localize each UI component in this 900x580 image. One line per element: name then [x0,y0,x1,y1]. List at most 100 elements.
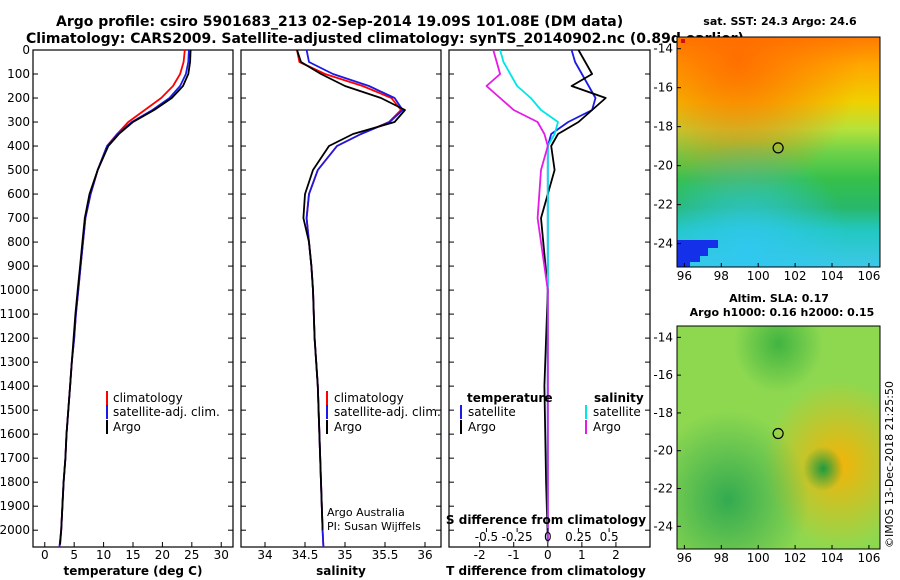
salinity-difference-ticks: -0.5 -0.25 0 0.25 0.5 [475,528,619,544]
pressure-tick-label: 1500 [0,403,30,417]
map-latitude-label: -20 [653,159,673,173]
0-x-tick-label: 25 [184,548,199,562]
salinity-x-axis: 34 34.5 35 35.5 36 [257,542,433,562]
salinity-x-label: salinity [316,564,366,578]
pressure-tick-label: 500 [7,163,30,177]
credit-line-1: Argo Australia [327,506,405,519]
imos-timestamp: ©IMOS 13-Dec-2018 21:25:50 [883,381,896,548]
temperature-series [58,50,192,547]
temperature-x-axis: 0 5 10 15 20 25 30 [41,542,229,562]
legend-label-s-satellite: satellite [593,405,641,419]
map-longitude-label: 100 [747,269,770,283]
map-latitude-label: -16 [653,368,673,382]
2-x-tick-label: 0 [544,548,552,562]
map-latitude-label: -20 [653,444,673,458]
map-longitude-label: 100 [747,551,770,565]
map-latitude-label: -14 [653,42,673,56]
map-latitude-label: -22 [653,482,673,496]
s-diff-tick-label: 0.5 [600,530,619,544]
map-latitude-label: -22 [653,198,673,212]
salinity-panel: 34 34.5 35 35.5 36 salinity climatology sate… [240,49,442,578]
legend-label-satellite: satellite-adj. clim. [334,405,441,419]
pressure-tick-label: 1200 [0,331,30,345]
legend-label-climatology: climatology [334,391,404,405]
s-diff-tick-label: 0.25 [565,530,592,544]
pressure-axis: 0 100 200 300 400 500 600 700 800 900 1000 1100 1200… [0,43,233,537]
map-latitude-label: -18 [653,406,673,420]
pressure-tick-label: 1300 [0,355,30,369]
1-x-tick-label: 34 [257,548,272,562]
sla-map-axes: 96 98 100 102 104 106 -14 -16 -18 -20 -22 -24 [653,330,880,565]
temperature-plot-frame [32,49,234,548]
pressure-tick-label: 200 [7,91,30,105]
legend-label-argo: Argo [334,420,362,434]
map-longitude-label: 104 [821,269,844,283]
salinity-series [296,50,406,547]
pressure-tick-label: 1600 [0,427,30,441]
difference-plot-frame [448,49,651,548]
map-latitude-label: -16 [653,81,673,95]
pressure-tick-label: 300 [7,115,30,129]
0-x-tick-label: 10 [96,548,111,562]
sla-map-frame [676,325,881,550]
map-latitude-label: -18 [653,120,673,134]
difference-y-ticks [449,49,650,531]
difference-legend-temperature: temperature satellite Argo [460,391,552,434]
map-longitude-label: 106 [857,551,880,565]
1-x-tick-label: 35.5 [372,548,399,562]
map-longitude-label: 106 [857,269,880,283]
series-line-temperature-argo [540,50,607,543]
series-line-argo [296,50,406,531]
figure-title-line1: Argo profile: csiro 5901683_213 02-Sep-2… [56,14,623,30]
pressure-tick-label: 400 [7,139,30,153]
map-latitude-label: -24 [653,519,673,533]
argo-location-marker [772,142,784,154]
pressure-tick-label: 1000 [0,283,30,297]
credit-line-2: PI: Susan Wijffels [327,520,421,533]
temperature-difference-label: T difference from climatology [446,564,646,578]
temperature-panel: 0100200300400500600700800900100011001200… [0,43,234,578]
legend-label-s-argo: Argo [593,420,621,434]
map-longitude-label: 96 [677,269,692,283]
s-diff-tick-label: -0.25 [502,530,533,544]
legend-label-climatology: climatology [113,391,183,405]
salinity-difference-label: S difference from climatology [446,513,646,527]
pressure-tick-label: 0 [22,43,30,57]
series-line-temperature-satellite [546,50,597,543]
salinity-plot-frame [240,49,442,548]
2-x-tick-label: 1 [578,548,586,562]
sst-map-panel: sat. SST: 24.3 Argo: 24.6 96 98 100 102 104 1… [653,15,881,283]
map-longitude-label: 104 [821,551,844,565]
temperature-x-label: temperature (deg C) [64,564,203,578]
series-line-salinity-argo [485,50,549,543]
0-x-tick-label: 0 [41,548,49,562]
series-line-satellite-adj-clim [58,50,190,547]
pressure-tick-label: 600 [7,187,30,201]
sla-map-title-line1: Altim. SLA: 0.17 [729,292,829,305]
argo-location-marker [772,427,784,440]
s-diff-tick-label: 0 [544,530,552,544]
map-longitude-label: 102 [784,269,807,283]
pressure-tick-label: 100 [7,67,30,81]
sst-cold-patch [677,37,880,267]
sla-map-panel: Altim. SLA: 0.17 Argo h1000: 0.16 h2000:… [653,292,881,565]
difference-legend-salinity: salinity satellite Argo [585,391,644,434]
legend-title-salinity: salinity [594,391,644,405]
sst-hot-pixel [681,39,685,43]
pressure-tick-label: 2000 [0,523,30,537]
pressure-tick-label: 900 [7,259,30,273]
pressure-tick-label: 800 [7,235,30,249]
series-line-salinity-satellite [499,50,559,543]
map-longitude-label: 96 [677,551,692,565]
legend-title-temperature: temperature [467,391,552,405]
2-x-tick-label: 2 [612,548,620,562]
0-x-tick-label: 30 [214,548,229,562]
series-line-argo [59,50,192,545]
legend-label-t-argo: Argo [468,420,496,434]
1-x-tick-label: 34.5 [292,548,319,562]
pressure-tick-label: 700 [7,211,30,225]
s-diff-tick-label: -0.5 [475,530,498,544]
sst-map-frame [676,36,881,268]
map-latitude-label: -24 [653,237,673,251]
